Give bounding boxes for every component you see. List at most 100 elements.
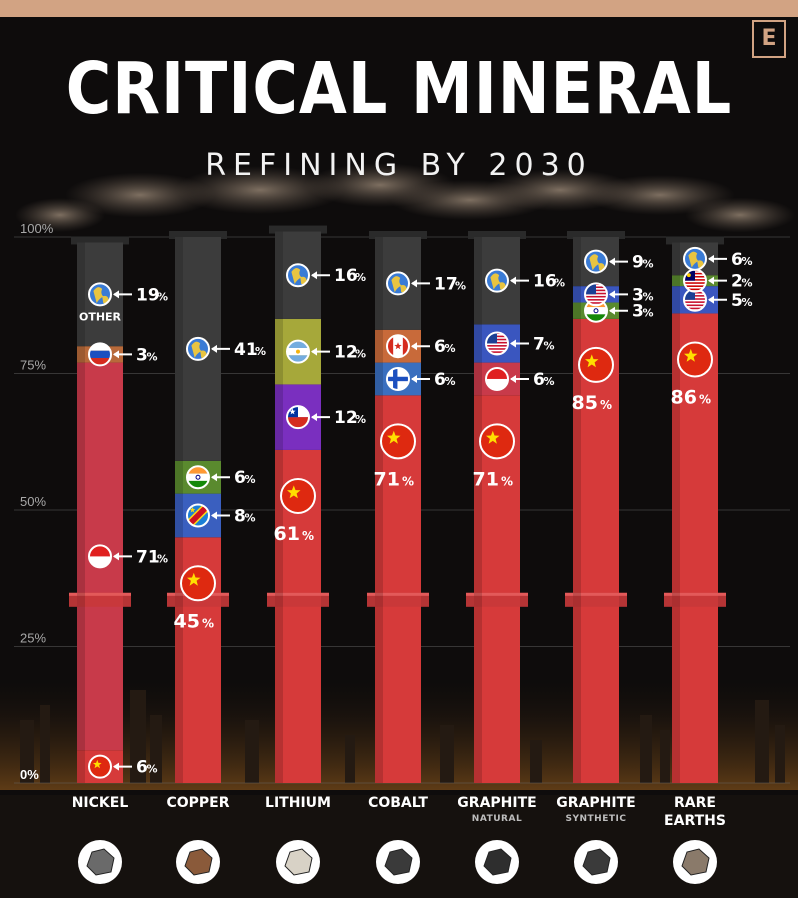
chart-subtitle: REFINING BY 2030 — [205, 148, 593, 183]
percent-sign: % — [255, 345, 266, 358]
percent-sign: % — [742, 277, 753, 290]
russia-flag-icon — [88, 342, 112, 367]
usa-flag-icon — [485, 331, 509, 356]
segment-value-label: 3 — [632, 302, 644, 322]
chimney-collar-highlight — [466, 592, 528, 596]
segment-value-label: 3 — [136, 345, 148, 365]
other-flag-icon — [88, 282, 112, 307]
segment-value-label: 16 — [533, 272, 557, 292]
percent-sign: % — [202, 616, 214, 630]
segment-china — [573, 318, 619, 783]
other-flag-icon — [485, 268, 509, 293]
percent-sign: % — [355, 348, 366, 361]
arrow-head — [113, 290, 119, 299]
chimney-collar-highlight — [664, 592, 726, 596]
arrow-head — [609, 257, 615, 266]
category-label: GRAPHITE — [457, 795, 536, 811]
arrow-head — [510, 374, 516, 383]
arrow-head — [311, 271, 317, 280]
percent-sign: % — [544, 339, 555, 352]
category-label: NICKEL — [72, 795, 129, 811]
category-sublabel: SYNTHETIC — [566, 814, 627, 824]
y-tick-label: 25% — [20, 631, 46, 646]
other-flag-icon — [386, 271, 410, 296]
chimney-collar — [664, 592, 726, 607]
segment-value-label: 12 — [334, 408, 358, 428]
other-flag-icon — [286, 263, 310, 288]
chimney-collar-highlight — [267, 592, 329, 596]
arrow-head — [113, 350, 119, 359]
china-flag-icon — [280, 477, 316, 514]
refinery-tower — [660, 730, 670, 783]
india-flag-icon — [186, 465, 210, 490]
percent-sign: % — [455, 279, 466, 292]
usa-flag-icon — [584, 282, 608, 307]
mineral-icon — [176, 840, 220, 884]
refinery-tower — [345, 735, 355, 783]
chimney-3: 71 %6%6%17%COBALT — [367, 231, 466, 884]
y-tick-label: 100% — [20, 221, 54, 236]
segment-value-label: 6 — [533, 370, 545, 390]
arrow-head — [113, 762, 119, 771]
arrow-head — [411, 342, 417, 351]
arrow-head — [311, 413, 317, 422]
usa-flag-icon — [683, 287, 707, 312]
segment-value-label: 71 — [136, 547, 160, 567]
arrow-head — [113, 552, 119, 561]
refinery-tower — [755, 700, 769, 783]
percent-sign: % — [445, 342, 456, 355]
china-flag-icon — [88, 754, 112, 779]
arrow-head — [510, 339, 516, 348]
smoke-plume — [15, 198, 105, 232]
arrow-head — [311, 347, 317, 356]
chimney-2: 61 %12%12%16%LITHIUM — [265, 225, 366, 884]
category-label: GRAPHITE — [556, 795, 635, 811]
china-flag-icon — [380, 423, 416, 460]
chimney-cap — [468, 231, 526, 239]
argentina-flag-icon — [286, 339, 310, 364]
category-label: RARE — [674, 795, 716, 811]
arrow-head — [708, 254, 714, 263]
malaysia-flag-icon — [683, 268, 707, 293]
segment-value-label: 6 — [731, 250, 743, 270]
percent-sign: % — [600, 398, 612, 412]
refinery-tower — [530, 740, 542, 783]
category-label: LITHIUM — [265, 795, 331, 811]
segment-value-label: 2 — [731, 272, 743, 292]
brand-logo: E — [752, 20, 786, 58]
china-value-label: 45 — [174, 610, 200, 632]
mineral-icon — [574, 840, 618, 884]
chimney-cap — [71, 236, 129, 245]
other-flag-icon — [186, 336, 210, 361]
arrow-head — [211, 473, 217, 482]
percent-sign: % — [157, 552, 168, 565]
china-value-label: 86 — [671, 386, 697, 408]
top-accent-bar — [0, 0, 798, 17]
chile-flag-icon — [286, 405, 310, 430]
chimney-collar — [565, 592, 627, 607]
china-value-label: 71 — [473, 468, 499, 490]
arrow-head — [609, 306, 615, 315]
segment-value-label: 6 — [136, 758, 148, 778]
segment-value-label: 8 — [234, 506, 246, 526]
refinery-tower — [245, 720, 259, 783]
percent-sign: % — [147, 763, 158, 776]
chimney-1: 45 %8%6%41%COPPER — [166, 231, 266, 884]
china-flag-icon — [578, 346, 614, 383]
smoke-plume — [685, 197, 795, 233]
chimney-shade — [77, 242, 85, 783]
percent-sign: % — [501, 474, 513, 488]
chimney-collar — [466, 592, 528, 607]
percent-sign: % — [554, 277, 565, 290]
arrow-head — [609, 290, 615, 299]
china-value-label: 85 — [572, 392, 598, 414]
chimney-shade — [474, 237, 482, 783]
smoke-plume — [65, 172, 215, 218]
category-label: COPPER — [166, 795, 229, 811]
china-flag-icon — [677, 341, 713, 378]
segment-value-label: 17 — [434, 274, 458, 294]
percent-sign: % — [699, 392, 711, 406]
